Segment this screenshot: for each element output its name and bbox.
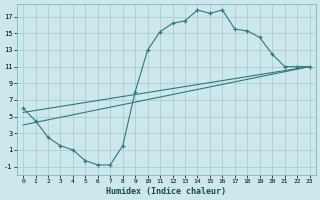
X-axis label: Humidex (Indice chaleur): Humidex (Indice chaleur) bbox=[106, 187, 226, 196]
